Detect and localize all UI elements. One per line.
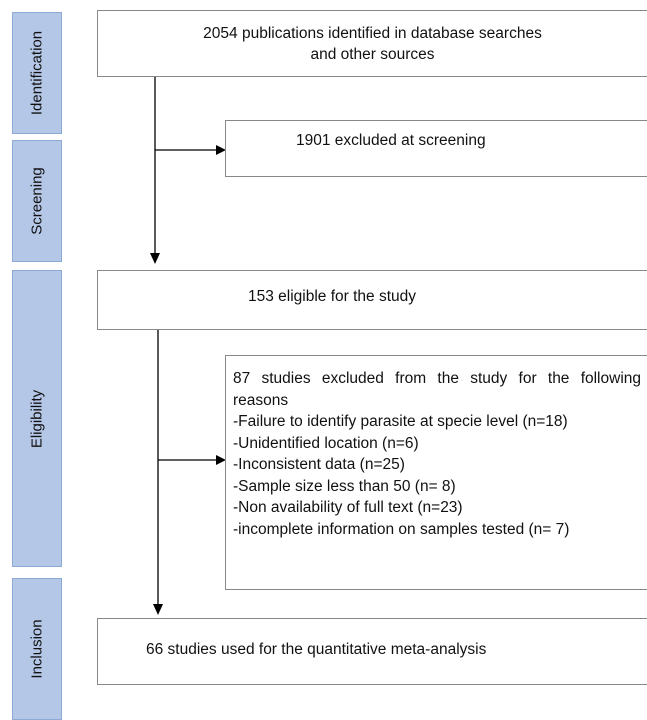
arrowhead: [216, 145, 226, 155]
box-text: 87 studies excluded from the study for t…: [233, 370, 641, 409]
reason: -Inconsistent data (n=25): [233, 456, 405, 473]
box-text: and other sources: [310, 46, 435, 63]
arrowhead: [216, 455, 226, 465]
reason: -Sample size less than 50 (n= 8): [233, 477, 456, 495]
box-text: 2054 publications identified in database…: [203, 25, 542, 42]
box-text: 66 studies used for the quantitative met…: [146, 641, 487, 658]
stage: Inclusion: [12, 578, 62, 720]
arrowhead: [153, 604, 163, 615]
stage: Screening: [12, 140, 62, 262]
reason: -Non availability of full text (n=23): [233, 499, 463, 516]
box-text: 153 eligible for the study: [248, 288, 417, 305]
reason-list: -Failure to identify parasite at specie …: [233, 411, 641, 540]
stage: Eligibility: [12, 270, 62, 567]
reason: -Unidentified location (n=6): [233, 434, 419, 452]
eligible-box: 153 eligible for the study: [97, 270, 647, 330]
included-box: 66 studies used for the quantitative met…: [97, 618, 647, 685]
reason: -incomplete information on samples teste…: [233, 520, 570, 538]
arrowhead: [150, 253, 160, 264]
identified-box: 2054 publications identified in database…: [97, 10, 647, 77]
stage: Identification: [12, 12, 62, 134]
excluded-eligibility-box: 87 studies excluded from the study for t…: [225, 355, 647, 590]
box-text: 1901 excluded at screening: [296, 132, 486, 149]
reason: -Failure to identify parasite at specie …: [233, 413, 568, 430]
excluded-screening-box: 1901 excluded at screening: [225, 120, 647, 177]
